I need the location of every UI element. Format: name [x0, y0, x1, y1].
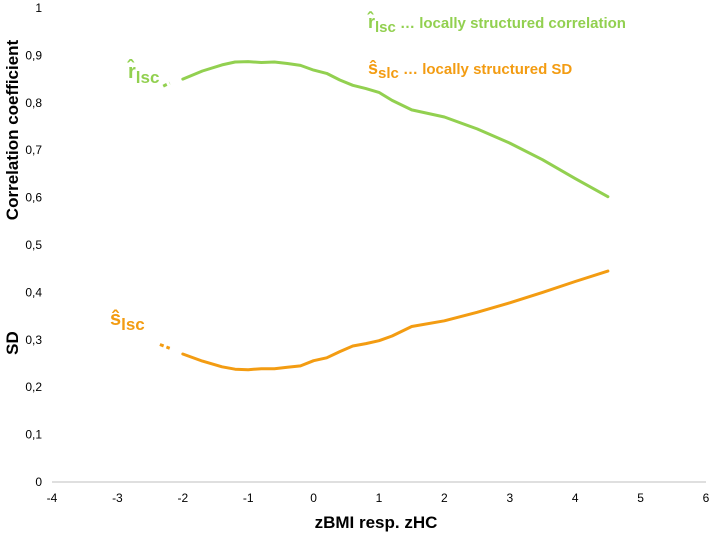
curve-label-r-symbol: r̂ [127, 58, 136, 83]
legend-r-symbol: r̂ [366, 11, 375, 32]
curve-label-r-subscript: lsc [136, 68, 160, 87]
curve-label-s-subscript: lsc [121, 315, 145, 334]
legend-s: ŝslc … locally structured SD [368, 58, 572, 82]
y-tick-label: 0,3 [25, 333, 42, 347]
y-tick-label: 0,7 [25, 143, 42, 157]
x-tick-label: 1 [376, 491, 383, 505]
y-axis-title-bottom: SD [3, 331, 22, 355]
curve-label-s-symbol: ŝ [110, 308, 121, 330]
x-tick-label: 2 [441, 491, 448, 505]
y-tick-label: 0,4 [25, 285, 42, 299]
curve-label-s: ŝlsc [110, 308, 145, 334]
y-tick-label: 0,2 [25, 380, 42, 394]
x-tick-label: -1 [243, 491, 254, 505]
x-axis-title: zBMI resp. zHC [315, 513, 438, 532]
y-tick-label: 0 [35, 475, 42, 489]
series-layer [159, 60, 610, 372]
y-tick-label: 0,8 [25, 96, 42, 110]
x-tick-label: -3 [112, 491, 123, 505]
y-tick-label: 0,5 [25, 238, 42, 252]
x-tick-labels: -4 -3 -2 -1 0 1 2 3 4 5 6 [47, 491, 709, 505]
y-axis-title-top: Correlation coefficient [3, 39, 22, 220]
series-dashed-lead-lsc [162, 81, 171, 88]
legend-r-text: … locally structured correlation [396, 15, 626, 32]
y-tick-label: 0,9 [25, 48, 42, 62]
y-tick-label: 0,6 [25, 191, 42, 205]
x-tick-label: -4 [47, 491, 58, 505]
x-tick-label: 5 [637, 491, 644, 505]
series-line-lsc [181, 60, 610, 199]
legend-s-subscript: slc [378, 65, 399, 82]
series-dashed-lead-slc [159, 343, 171, 350]
series-line-slc [181, 269, 610, 372]
legend-s-symbol: ŝ [368, 58, 378, 78]
curve-label-r: r̂lsc [127, 58, 160, 87]
y-tick-label: 1 [35, 1, 42, 15]
legend-r-subscript: lsc [375, 19, 396, 36]
x-tick-label: 0 [310, 491, 317, 505]
x-tick-label: -2 [177, 491, 188, 505]
y-tick-labels: 0 0,1 0,2 0,3 0,4 0,5 0,6 0,7 0,8 0,9 1 [25, 1, 42, 489]
x-tick-label: 3 [506, 491, 513, 505]
x-tick-label: 6 [703, 491, 709, 505]
x-tick-label: 4 [572, 491, 579, 505]
legend-r: r̂lsc … locally structured correlation [366, 11, 625, 36]
y-tick-label: 0,1 [25, 428, 42, 442]
legend-s-text: … locally structured SD [399, 61, 573, 78]
